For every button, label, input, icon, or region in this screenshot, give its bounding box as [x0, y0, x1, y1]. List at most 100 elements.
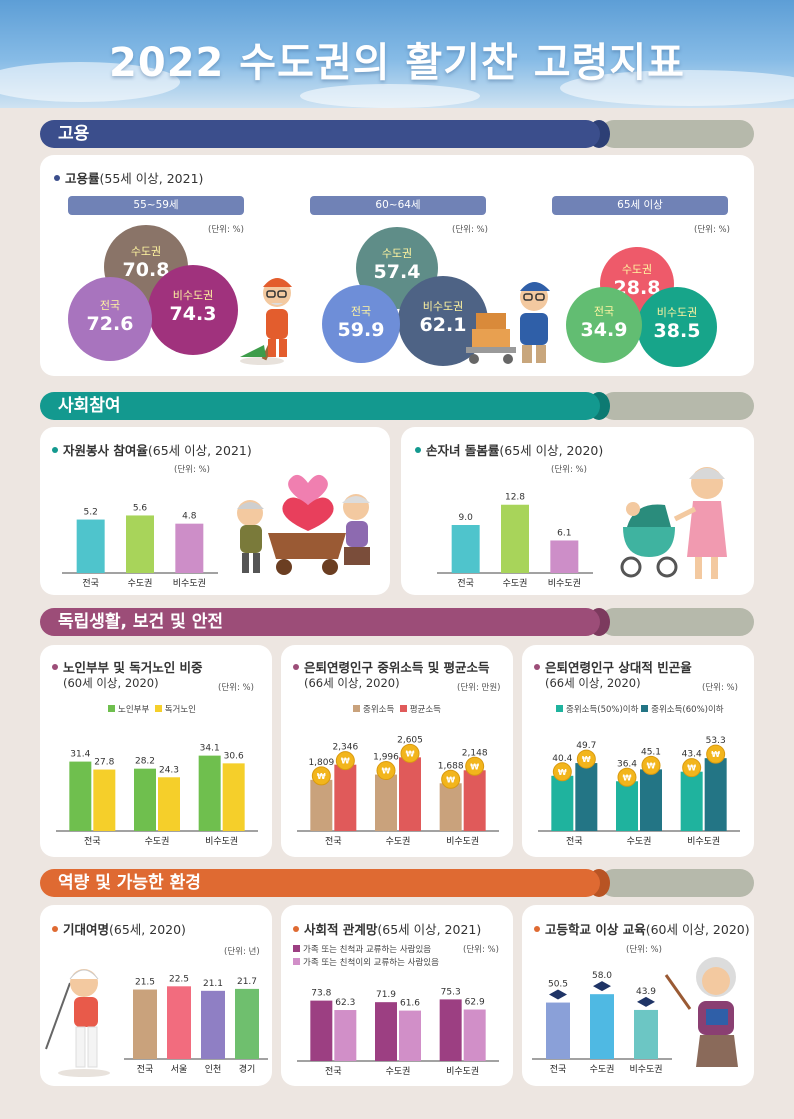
life-expectancy-bar-chart: 21.5 전국 22.5 서울 21.1 인천 21.7 경기 [124, 974, 268, 1075]
coin-icon [400, 743, 420, 763]
social-network-panel: 사회적 관계망(65세 이상, 2021) 가족 또는 친척과 교류하는 사람있… [281, 905, 513, 1086]
bar [334, 764, 357, 831]
won-sign-icon: ₩ [558, 768, 567, 777]
data-label: 30.6 [224, 751, 244, 761]
bar [704, 758, 727, 831]
bar [439, 783, 462, 831]
bar [93, 769, 116, 831]
category-label: 비수도권 [205, 835, 238, 847]
data-label: 73.8 [311, 989, 331, 999]
poverty-panel: 은퇴연령인구 상대적 빈곤율 (66세 이상, 2020) (단위: %) 중위… [522, 645, 754, 857]
circle-national-65-plus: 전국 34.9 [566, 287, 642, 363]
volunteer-panel: 자원봉사 참여율(65세 이상, 2021) (단위: %) 5.2 전국 5.6 수… [40, 427, 390, 595]
coin-icon [335, 751, 355, 771]
data-label: 49.7 [576, 741, 596, 751]
won-sign-icon: ₩ [582, 755, 591, 764]
bar [76, 519, 105, 573]
bar [167, 986, 191, 1059]
category-label: 서울 [171, 1064, 188, 1075]
bar [575, 763, 598, 831]
category-label: 수도권 [503, 577, 528, 589]
childcare-panel: 손자녀 돌봄률(65세 이상, 2020) (단위: %) 9.0 전국 12.8 수… [401, 427, 754, 595]
education-bar-chart: 50.5 전국 58.0 수도권 43.9 비수도권 [532, 971, 672, 1075]
data-label: 50.5 [548, 980, 568, 990]
childcare-title: 손자녀 돌봄률 [426, 443, 500, 458]
coin-icon [552, 762, 572, 782]
data-label: 2,346 [332, 743, 358, 753]
age-pill-55-59: 55~59세 [68, 196, 244, 215]
bar [634, 1009, 658, 1059]
data-label: 2,148 [462, 748, 488, 758]
bar [334, 1010, 357, 1061]
poverty-title: 은퇴연령인구 상대적 빈곤율 [545, 660, 692, 675]
data-label: 21.1 [203, 979, 223, 989]
coin-icon [576, 749, 596, 769]
coin-icon [311, 766, 331, 786]
bar [375, 774, 397, 831]
bar [546, 1002, 570, 1059]
bar [439, 999, 462, 1061]
social-network-title: 사회적 관계망 [304, 922, 378, 937]
coin-icon [376, 761, 396, 781]
volunteer-bar-chart: 5.2 전국 5.6 수도권 4.8 비수도권 [62, 503, 218, 589]
won-sign-icon: ₩ [687, 764, 696, 773]
coin-icon [641, 755, 661, 775]
data-label: 9.0 [459, 513, 474, 523]
data-label: 21.7 [237, 977, 257, 987]
category-label: 수도권 [386, 835, 411, 847]
social-network-bar-chart: 73.8 62.3 전국 71.9 61.6 수도권 75.3 62.9 비수도권 [297, 987, 499, 1077]
bar [310, 1000, 333, 1061]
category-label: 비수도권 [173, 577, 206, 589]
category-label: 인천 [205, 1064, 222, 1075]
category-label: 비수도권 [687, 835, 720, 847]
retired-income-title: 은퇴연령인구 중위소득 및 평균소득 [304, 660, 490, 675]
data-label: 36.4 [617, 759, 637, 769]
bar [235, 988, 259, 1059]
bar [451, 525, 480, 573]
data-label: 1,688 [438, 761, 464, 771]
bar [501, 504, 529, 573]
won-sign-icon: ₩ [341, 757, 350, 766]
retired-income-panel: 은퇴연령인구 중위소득 및 평균소득 (66세 이상, 2020) (단위: 만… [281, 645, 513, 857]
bar [310, 779, 333, 831]
bar [551, 775, 574, 831]
category-label: 전국 [137, 1064, 154, 1075]
bar [134, 768, 156, 831]
bar [399, 1010, 421, 1061]
won-sign-icon: ₩ [446, 775, 455, 784]
header-banner [0, 0, 794, 108]
category-label: 수도권 [386, 1065, 411, 1077]
data-label: 27.8 [94, 758, 114, 768]
data-label: 5.6 [133, 503, 148, 513]
data-label: 53.3 [706, 736, 726, 746]
age-pill-65-plus: 65세 이상 [552, 196, 728, 215]
coin-icon [706, 744, 726, 764]
section-independence-header: 독립생활, 보건 및 안전 [40, 608, 600, 636]
data-label: 71.9 [376, 990, 396, 1000]
life-expectancy-title: 기대여명 [63, 922, 110, 937]
data-label: 31.4 [70, 750, 90, 760]
data-label: 12.8 [505, 493, 525, 503]
category-label: 비수도권 [629, 1063, 662, 1075]
poverty-bar-chart: ₩40.4 ₩49.7 전국 ₩36.4 ₩45.1 수도권 ₩43.4 ₩53.3 비수도권 [538, 736, 740, 847]
data-label: 62.3 [335, 998, 355, 1008]
category-label: 전국 [566, 836, 583, 847]
delivery-elder-illustration [466, 282, 550, 364]
category-label: 전국 [457, 578, 474, 589]
coin-icon [441, 769, 461, 789]
volunteer-title: 자원봉사 참여율 [63, 443, 148, 458]
data-label: 43.9 [636, 987, 656, 997]
category-label: 수도권 [128, 577, 153, 589]
data-label: 61.6 [400, 999, 420, 1009]
data-label: 28.2 [135, 757, 155, 767]
elderly-living-panel: 노인부부 및 독거노인 비중 (60세 이상, 2020) (단위: %) 노인… [40, 645, 272, 857]
category-label: 비수도권 [446, 1065, 479, 1077]
employment-title: 고용률 [65, 171, 100, 186]
elderly-living-bar-chart: 31.4 27.8 전국 28.2 24.3 수도권 34.1 30.6 비수도권 [56, 744, 258, 847]
circle-noncapital-65-plus: 비수도권 38.5 [637, 287, 717, 367]
data-label: 22.5 [169, 974, 189, 984]
data-label: 6.1 [557, 528, 571, 538]
category-label: 비수도권 [548, 577, 581, 589]
education-title: 고등학교 이상 교육 [545, 922, 646, 937]
category-label: 수도권 [145, 835, 170, 847]
